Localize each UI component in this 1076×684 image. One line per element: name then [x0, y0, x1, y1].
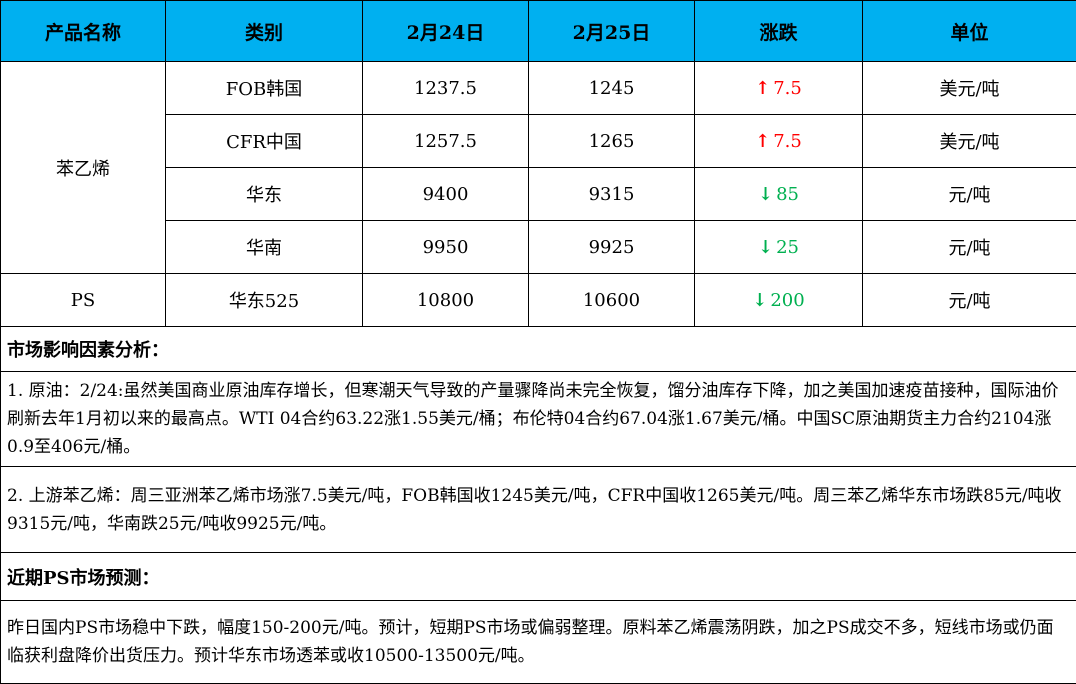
table-header: 产品名称 类别 2月24日 2月25日 涨跌 单位: [0, 0, 1076, 62]
table-row: CFR中国 1257.5 1265 ↑ 7.5 美元/吨: [1, 114, 1076, 168]
arrow-down-icon: ↓: [758, 183, 774, 205]
header-unit: 单位: [862, 0, 1076, 62]
category: 华东: [165, 167, 363, 221]
change-value: 25: [776, 236, 799, 258]
change-value: 85: [776, 183, 799, 205]
forecast-title: 近期PS市场预测：: [0, 552, 1076, 601]
table-row: PS 华东525 10800 10600 ↓ 200 元/吨: [0, 273, 1076, 327]
analysis-paragraph-1: 1. 原油：2/24:虽然美国商业原油库存增长，但寒潮天气导致的产量骤降尚未完全…: [0, 371, 1076, 467]
analysis-paragraph-2: 2. 上游苯乙烯：周三亚洲苯乙烯市场涨7.5美元/吨，FOB韩国收1245美元/…: [0, 466, 1076, 553]
price-d24: 10800: [362, 273, 529, 327]
change-value: 200: [770, 289, 805, 311]
arrow-up-icon: ↑: [755, 77, 771, 99]
category: 华东525: [165, 273, 363, 327]
table-row: 华东 9400 9315 ↓ 85 元/吨: [1, 167, 1076, 221]
change-value: 7.5: [773, 130, 802, 152]
arrow-down-icon: ↓: [758, 236, 774, 258]
arrow-down-icon: ↓: [752, 289, 768, 311]
header-product: 产品名称: [0, 0, 166, 62]
table-row: 华南 9950 9925 ↓ 25 元/吨: [1, 220, 1076, 274]
product-name: PS: [0, 273, 166, 327]
header-date2: 2月25日: [528, 0, 695, 62]
header-date1: 2月24日: [362, 0, 529, 62]
price-d24: 9400: [362, 167, 529, 221]
change-value: 7.5: [773, 77, 802, 99]
category: 华南: [165, 220, 363, 274]
price-d25: 1245: [528, 61, 695, 115]
price-d25: 9925: [528, 220, 695, 274]
price-d24: 9950: [362, 220, 529, 274]
category: CFR中国: [165, 114, 363, 168]
unit: 元/吨: [862, 167, 1076, 221]
header-change: 涨跌: [694, 0, 863, 62]
change: ↓ 85: [694, 167, 863, 221]
forecast-paragraph: 昨日国内PS市场稳中下跌，幅度150-200元/吨。预计，短期PS市场或偏弱整理…: [0, 600, 1076, 684]
price-d24: 1237.5: [362, 61, 529, 115]
unit: 美元/吨: [862, 114, 1076, 168]
change: ↑ 7.5: [694, 114, 863, 168]
product-name: 苯乙烯: [0, 61, 166, 274]
table-row: 苯乙烯 FOB韩国 1237.5 1245 ↑ 7.5 美元/吨: [0, 61, 1076, 274]
arrow-up-icon: ↑: [755, 130, 771, 152]
price-d25: 9315: [528, 167, 695, 221]
unit: 元/吨: [862, 220, 1076, 274]
price-d25: 1265: [528, 114, 695, 168]
change: ↓ 25: [694, 220, 863, 274]
analysis-title: 市场影响因素分析：: [0, 326, 1076, 372]
unit: 美元/吨: [862, 61, 1076, 115]
price-d25: 10600: [528, 273, 695, 327]
change: ↓ 200: [694, 273, 863, 327]
unit: 元/吨: [862, 273, 1076, 327]
header-category: 类别: [165, 0, 363, 62]
category: FOB韩国: [165, 61, 363, 115]
price-d24: 1257.5: [362, 114, 529, 168]
change: ↑ 7.5: [694, 61, 863, 115]
